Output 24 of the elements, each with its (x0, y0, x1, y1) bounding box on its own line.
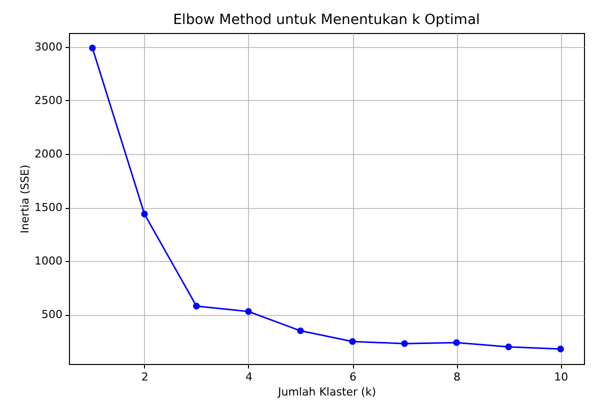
point (557, 346, 564, 352)
point (297, 327, 304, 334)
point (349, 338, 356, 345)
y-tick-label: 1000 (34, 254, 62, 268)
point (505, 344, 512, 350)
x-tick-label: 10 (554, 370, 568, 384)
y-tick-label: 2500 (34, 94, 62, 107)
x-axis-title: Jumlah Klaster (k) (277, 386, 376, 398)
point (89, 44, 96, 52)
x-tick-label: 8 (454, 370, 461, 384)
chart-title: Elbow Method untuk Menentukan k Optimal (173, 12, 480, 28)
x-tick-label: 6 (350, 370, 357, 384)
point (401, 340, 408, 347)
y-tick-label: 500 (42, 308, 62, 322)
y-axis-title: Inertia (SSE) (18, 164, 32, 234)
y-tick-label: 3000 (34, 40, 62, 54)
point (141, 210, 148, 218)
y-tick-label: 1500 (34, 201, 62, 214)
point (193, 302, 200, 310)
point (245, 308, 252, 315)
x-tick-label: 4 (245, 370, 252, 384)
x-tick-label: 2 (141, 370, 148, 384)
y-tick-label: 2000 (34, 148, 62, 161)
point (453, 339, 460, 346)
